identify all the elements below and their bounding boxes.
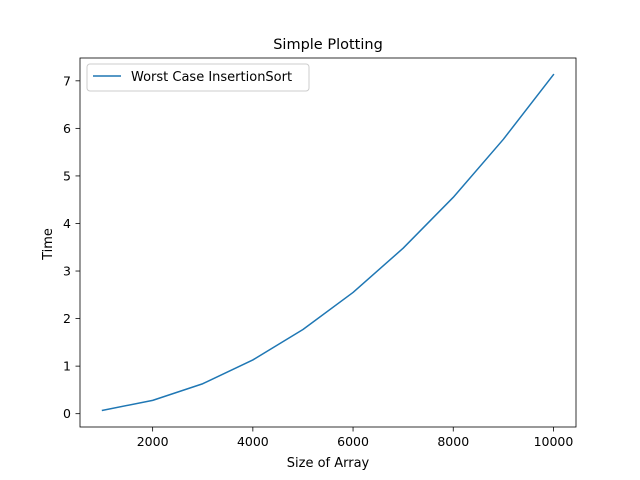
x-tick-label: 2000 [137,434,169,449]
y-axis-label: Time [41,228,56,261]
legend-box [86,63,310,92]
y-tick-label: 5 [63,168,71,183]
y-tick-label: 6 [63,121,71,136]
series-line [101,73,555,412]
axes-frame [79,57,577,428]
y-tick-label: 4 [63,216,71,231]
x-tick-label: 8000 [437,434,469,449]
y-tick-label: 1 [63,359,71,374]
y-tick-label: 3 [63,264,71,279]
y-tick-label: 2 [63,311,71,326]
plot-area: 2000 4000 6000 8000 10000 0 1 2 3 4 5 6 7 [63,57,577,449]
y-tick-label: 7 [63,73,71,88]
x-tick-label: 6000 [337,434,369,449]
legend: Worst Case InsertionSort [86,63,310,92]
x-tick-label: 4000 [237,434,269,449]
legend-label: Worst Case InsertionSort [131,70,292,85]
y-tick-label: 0 [63,406,71,421]
x-tick-label: 10000 [534,434,574,449]
chart-title: Simple Plotting [273,37,383,53]
x-axis-label: Size of Array [287,456,370,471]
